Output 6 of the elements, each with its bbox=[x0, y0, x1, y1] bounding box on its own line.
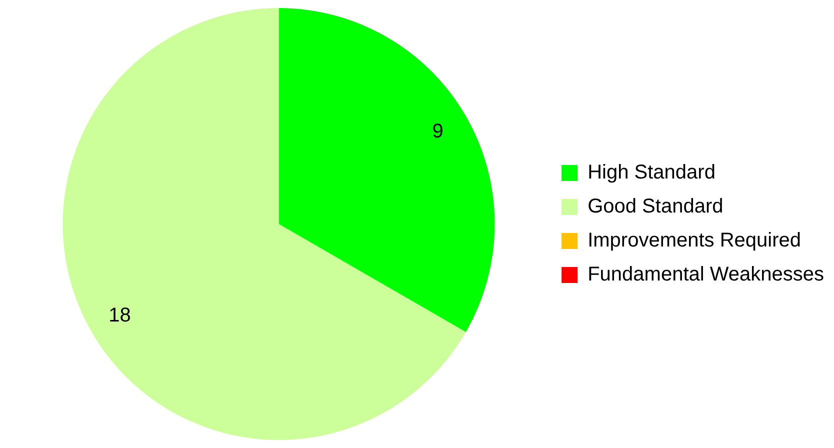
legend-label: Fundamental Weaknesses bbox=[588, 264, 824, 286]
data-label: 9 bbox=[432, 120, 444, 143]
data-label: 18 bbox=[108, 304, 131, 326]
legend-label: Improvements Required bbox=[588, 230, 802, 252]
legend-label: Good Standard bbox=[588, 196, 724, 218]
legend-label: High Standard bbox=[588, 162, 716, 184]
